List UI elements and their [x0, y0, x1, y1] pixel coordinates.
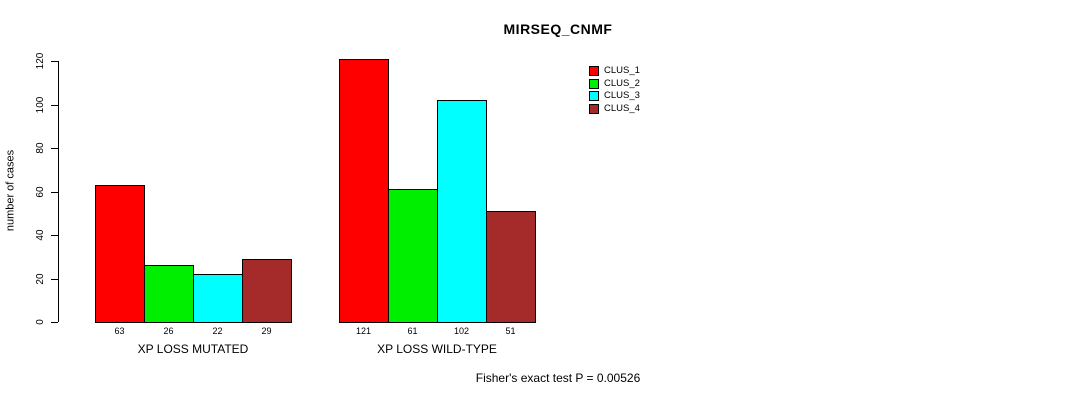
bar-value-label: 63	[114, 326, 125, 336]
bar-clus_4-group1	[242, 259, 292, 323]
legend: CLUS_1 CLUS_2 CLUS_3 CLUS_4	[589, 65, 640, 115]
bar-clus_1-group2	[339, 59, 389, 323]
chart-title: MIRSEQ_CNMF	[503, 21, 613, 37]
y-tick-label: 40	[35, 229, 46, 241]
y-tick-mark	[51, 61, 58, 62]
y-tick-mark	[51, 191, 58, 193]
y-tick-label: 120	[35, 52, 46, 70]
group-label: XP LOSS MUTATED	[137, 342, 249, 356]
legend-swatch-icon	[589, 78, 599, 89]
legend-row-clus_1: CLUS_1	[589, 65, 640, 78]
bar-value-label: 121	[355, 326, 372, 336]
legend-row-clus_4: CLUS_4	[589, 103, 640, 116]
bar-clus_2-group1	[144, 265, 194, 323]
y-tick-label: 0	[35, 319, 46, 325]
legend-label: CLUS_3	[604, 90, 640, 102]
legend-swatch-icon	[589, 66, 599, 77]
legend-swatch-icon	[589, 91, 599, 102]
legend-row-clus_2: CLUS_2	[589, 78, 640, 91]
y-tick-label: 80	[35, 142, 46, 154]
bar-value-label: 61	[407, 326, 418, 336]
bar-clus_1-group1	[95, 185, 145, 323]
bar-value-label: 29	[261, 326, 272, 336]
legend-row-clus_3: CLUS_3	[589, 90, 640, 103]
bar-clus_2-group2	[388, 189, 438, 323]
footnote: Fisher's exact test P = 0.00526	[475, 371, 641, 385]
bar-clus_4-group2	[486, 211, 536, 323]
y-tick-mark	[51, 278, 58, 280]
bar-value-label: 26	[163, 326, 174, 336]
group-label: XP LOSS WILD-TYPE	[377, 342, 497, 356]
y-tick-mark	[51, 148, 58, 149]
bar-clus_3-group2	[437, 100, 487, 323]
y-tick-mark	[51, 322, 58, 323]
bar-value-label: 22	[212, 326, 223, 336]
legend-label: CLUS_1	[604, 65, 640, 77]
y-axis-title: number of cases	[4, 149, 17, 232]
y-tick-label: 100	[35, 96, 46, 113]
bar-value-label: 51	[505, 326, 516, 336]
legend-label: CLUS_2	[604, 77, 640, 89]
y-tick-mark	[51, 235, 58, 236]
legend-swatch-icon	[589, 103, 599, 114]
y-tick-label: 60	[35, 185, 46, 198]
y-tick-label: 20	[35, 272, 46, 285]
y-axis-line	[58, 61, 59, 322]
bar-clus_3-group1	[193, 274, 243, 323]
bar-value-label: 102	[453, 326, 470, 336]
legend-label: CLUS_4	[604, 102, 640, 114]
y-tick-mark	[51, 104, 58, 106]
